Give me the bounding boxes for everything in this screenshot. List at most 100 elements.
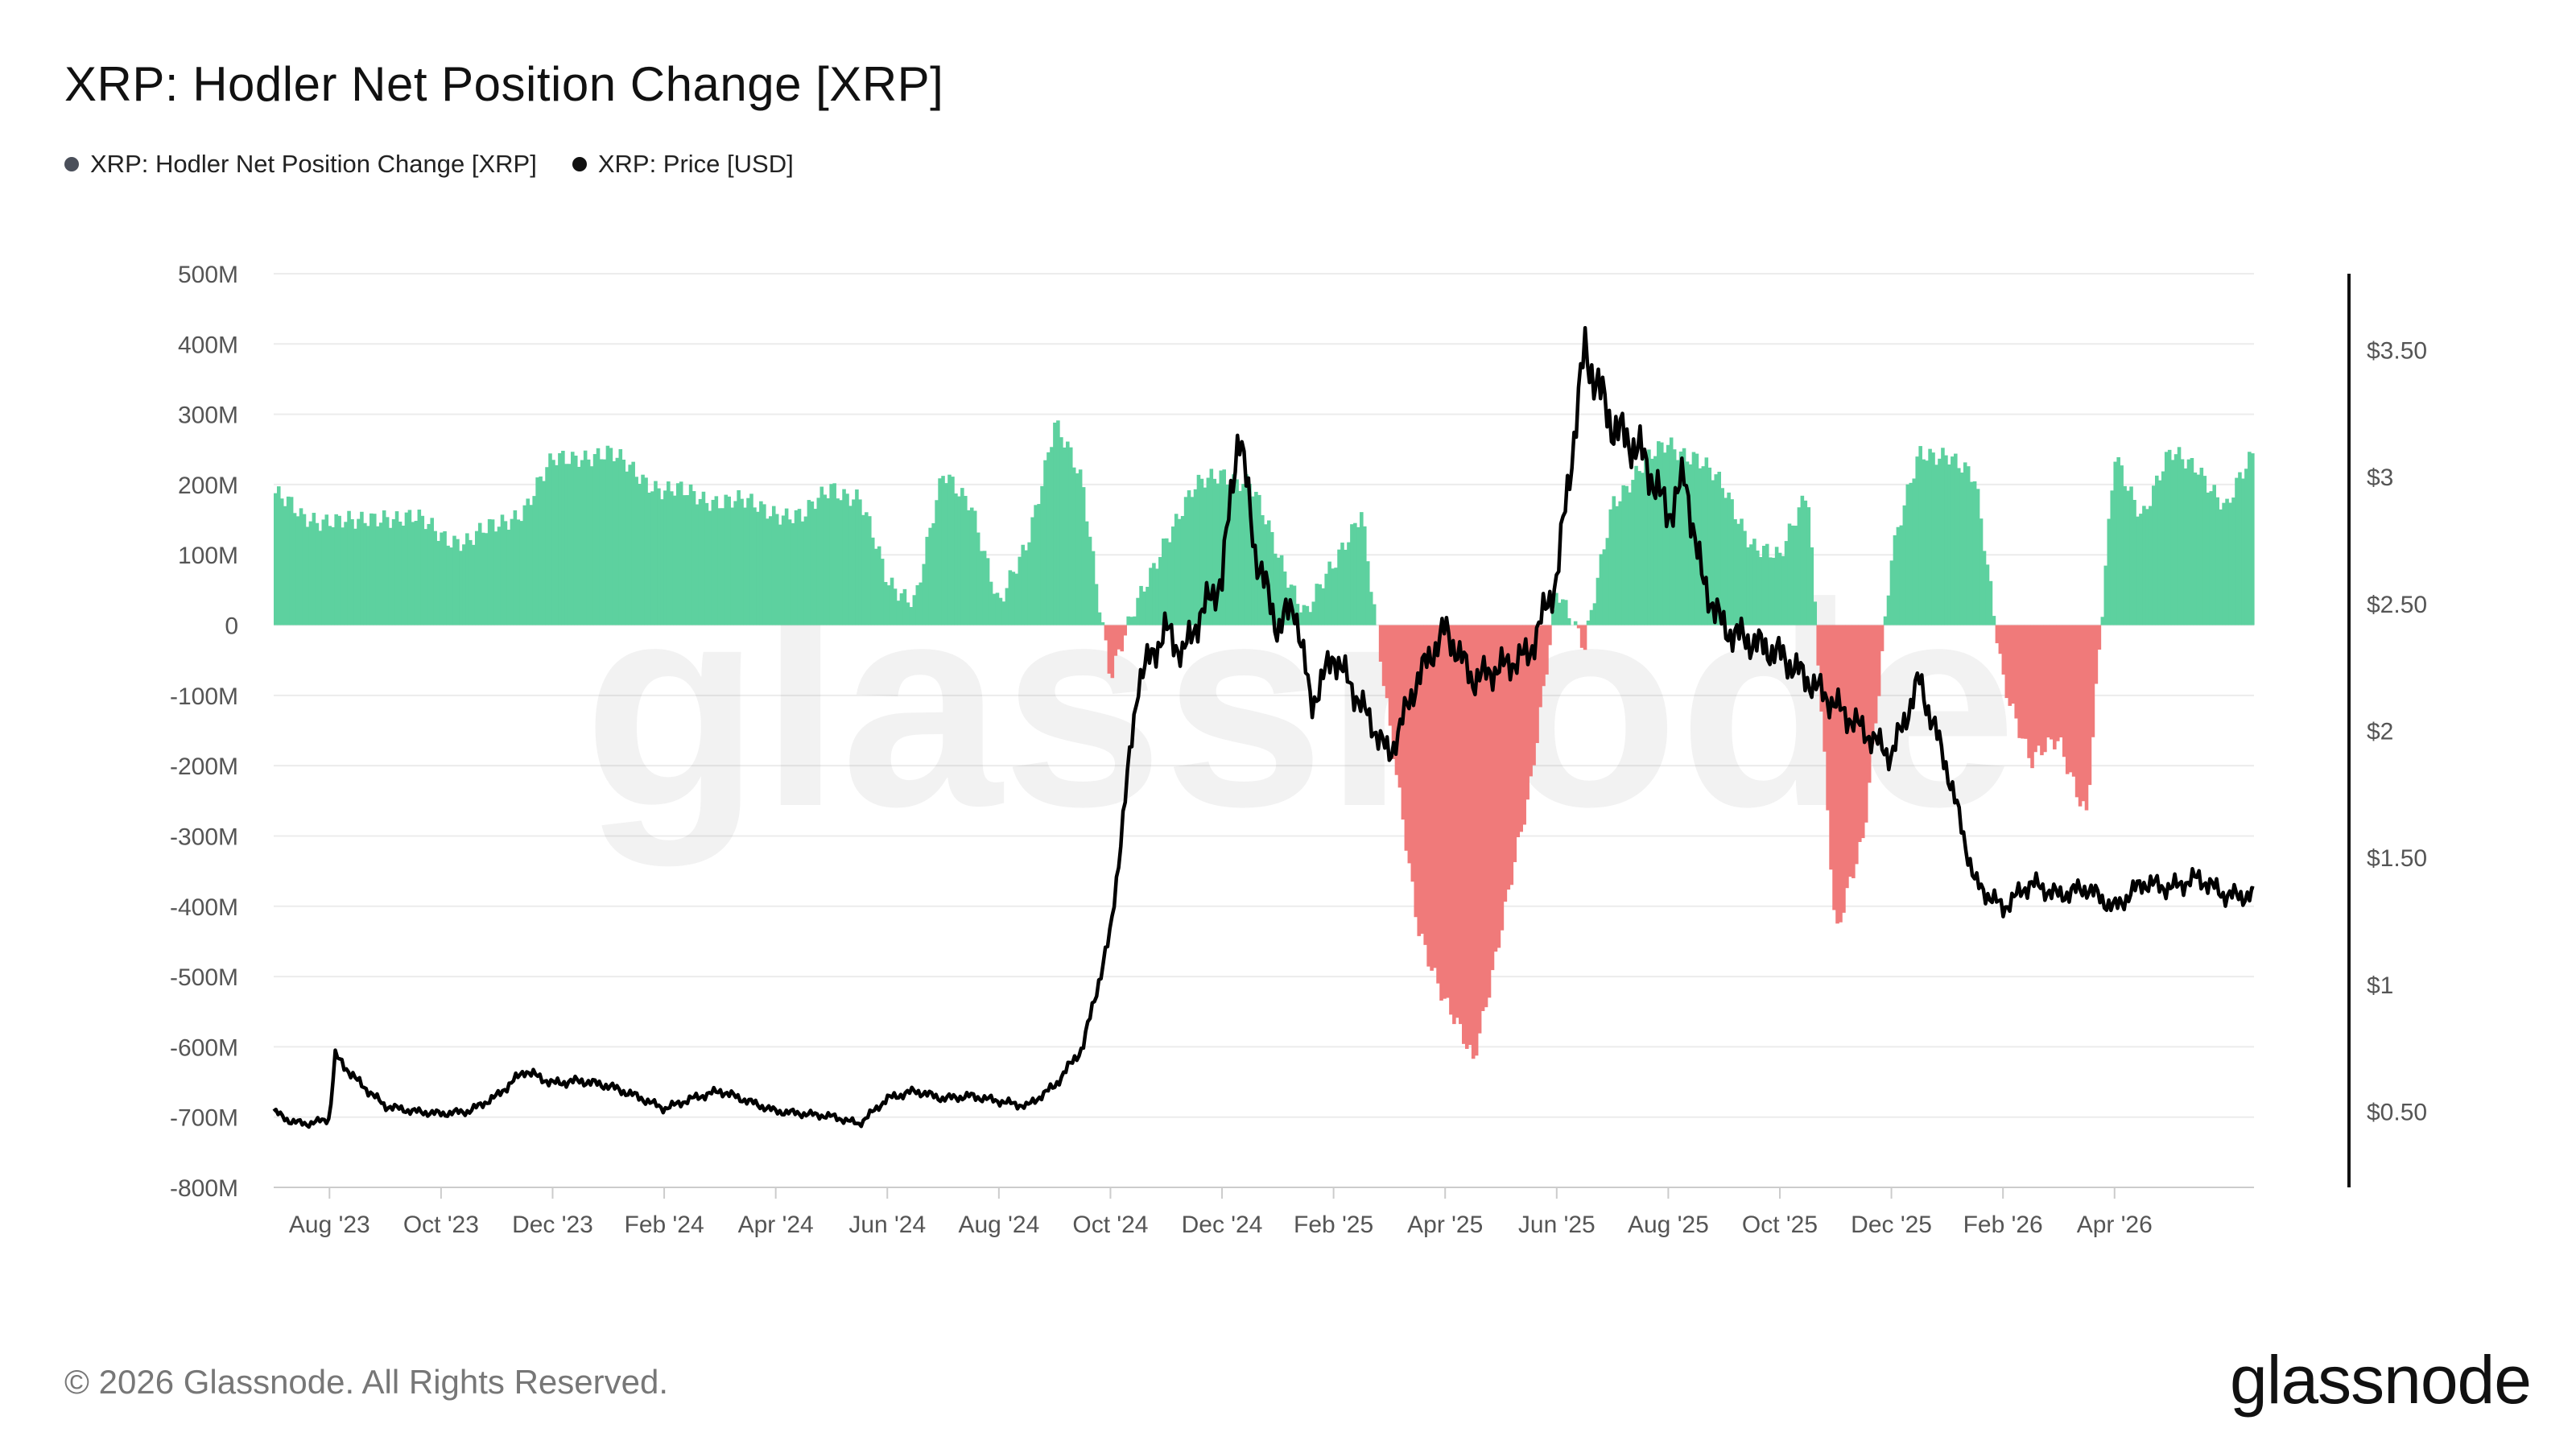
bar-positive <box>1774 547 1779 625</box>
bar-positive <box>969 507 974 625</box>
x-tick-label: Feb '26 <box>1963 1212 2043 1238</box>
bar-positive <box>1777 552 1782 625</box>
bar-positive <box>1372 604 1377 625</box>
bar-positive <box>366 526 370 625</box>
bar-positive <box>2129 486 2133 625</box>
bar-positive <box>1761 545 1766 625</box>
bar-positive <box>670 491 674 625</box>
bar-positive <box>1177 518 1182 625</box>
bar-negative <box>1867 625 1872 783</box>
bar-positive <box>925 536 929 625</box>
x-tick-label: Feb '24 <box>625 1212 704 1238</box>
bar-positive <box>1308 612 1313 625</box>
bar-negative <box>2084 625 2089 811</box>
bar-positive <box>992 593 997 625</box>
bar-positive <box>1363 526 1367 625</box>
bar-negative <box>1535 625 1539 744</box>
bar-positive <box>1621 485 1625 625</box>
bar-positive <box>2196 474 2201 625</box>
bar-positive <box>886 585 891 625</box>
bar-positive <box>679 481 683 625</box>
bar-positive <box>1190 497 1195 625</box>
bar-positive <box>1944 455 1948 625</box>
bar-positive <box>1905 484 1910 625</box>
bar-positive <box>1097 612 1102 625</box>
bar-positive <box>1046 452 1051 625</box>
bar-positive <box>1922 459 1926 625</box>
bar-positive <box>1599 554 1604 625</box>
bar-negative <box>2094 625 2099 684</box>
bar-negative <box>1832 625 1836 910</box>
bar-negative <box>1852 625 1856 878</box>
bar-positive <box>1724 497 1728 625</box>
bar-positive <box>592 454 597 625</box>
bar-positive <box>341 527 345 625</box>
bar-negative <box>1381 625 1386 687</box>
bar-positive <box>1912 478 1917 625</box>
bar-positive <box>1152 563 1156 625</box>
bar-positive <box>519 521 524 625</box>
bar-positive <box>1928 448 1932 625</box>
bar-positive <box>944 483 948 625</box>
bar-positive <box>1902 505 1907 625</box>
bar-positive <box>893 588 898 625</box>
bar-positive <box>596 448 601 625</box>
bar-positive <box>302 514 307 625</box>
bar-positive <box>1790 525 1795 625</box>
bar-positive <box>1257 494 1261 625</box>
legend-item-price[interactable]: XRP: Price [USD] <box>572 150 794 179</box>
bar-positive <box>899 593 904 625</box>
bar-positive <box>1158 556 1162 625</box>
bar-positive <box>1187 490 1191 625</box>
bar-positive <box>312 513 316 625</box>
bar-positive <box>797 509 802 625</box>
bar-positive <box>682 495 687 625</box>
bar-positive <box>542 481 546 625</box>
bar-negative <box>2011 625 2016 704</box>
bar-positive <box>561 450 565 625</box>
bar-positive <box>842 489 846 625</box>
bar-positive <box>315 522 320 625</box>
bar-positive <box>1298 612 1303 625</box>
bar-positive <box>1605 538 1610 625</box>
bar-positive <box>638 484 642 625</box>
bar-positive <box>1315 584 1319 625</box>
bar-positive <box>2157 480 2162 625</box>
bar-positive <box>573 456 578 625</box>
x-tick-label: Aug '23 <box>289 1212 370 1238</box>
bar-positive <box>967 510 971 625</box>
bar-positive <box>1720 488 1724 625</box>
bar-negative <box>1468 625 1472 1046</box>
bar-positive <box>2225 498 2229 625</box>
bar-positive <box>1203 487 1208 625</box>
y-right-tick: $0.50 <box>2367 1099 2427 1125</box>
bar-positive <box>766 518 770 625</box>
bar-positive <box>1886 595 1891 625</box>
legend-item-hodler[interactable]: XRP: Hodler Net Position Change [XRP] <box>64 150 537 179</box>
bar-positive <box>743 507 747 625</box>
bar-positive <box>998 597 1003 625</box>
bar-negative <box>2030 625 2034 769</box>
bar-positive <box>1180 515 1185 625</box>
bar-negative <box>2001 625 2006 675</box>
bar-positive <box>286 496 291 625</box>
bar-positive <box>580 460 584 625</box>
bar-positive <box>2235 477 2239 625</box>
bar-positive <box>513 510 518 625</box>
bar-positive <box>481 532 485 625</box>
glassnode-logo[interactable]: glassnode <box>2230 1342 2532 1418</box>
bar-positive <box>2161 471 2165 625</box>
bar-positive <box>704 502 709 625</box>
price-line <box>272 325 2255 1129</box>
y-left-tick: -400M <box>170 894 238 921</box>
bar-positive <box>1662 452 1667 625</box>
bar-positive <box>433 530 437 625</box>
bar-negative <box>1394 625 1399 775</box>
bar-positive <box>394 511 399 625</box>
bar-positive <box>583 450 588 625</box>
bar-negative <box>1407 625 1412 864</box>
bar-positive <box>1925 460 1929 625</box>
bar-positive <box>1212 478 1217 625</box>
bar-positive <box>487 518 492 625</box>
bar-positive <box>472 544 476 625</box>
